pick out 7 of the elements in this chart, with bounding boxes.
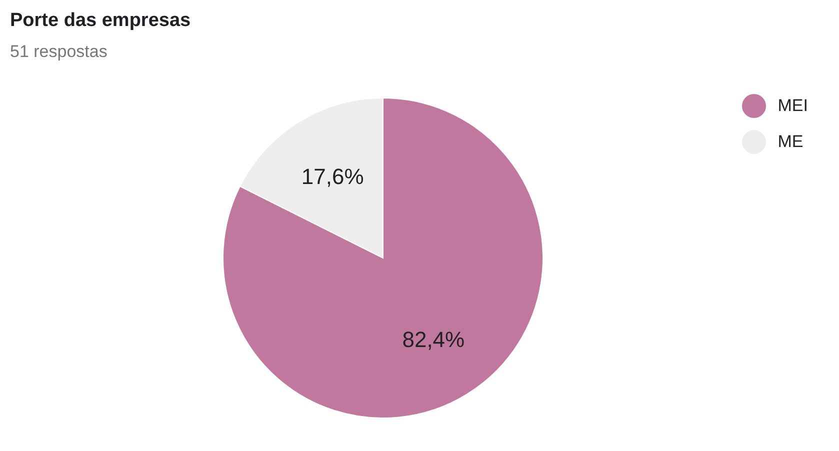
legend-label: ME [778, 132, 804, 152]
legend-label: MEI [778, 96, 808, 116]
data-label: 82,4% [402, 327, 465, 352]
text: 51 respostas [10, 42, 108, 62]
data-label: 17,6% [301, 164, 364, 189]
chart-title: Porte das empresas [10, 10, 191, 32]
pie-slice [222, 98, 544, 418]
